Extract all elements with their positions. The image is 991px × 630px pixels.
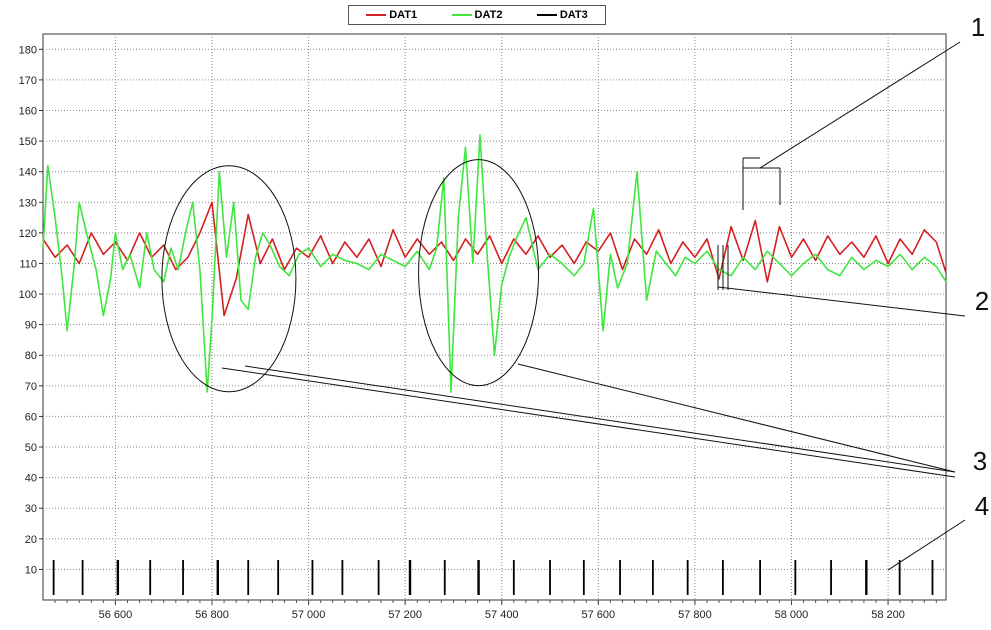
callout-label-4: 4 (975, 491, 989, 521)
y-tick-label: 130 (19, 197, 37, 209)
y-tick-label: 20 (25, 534, 37, 546)
x-tick-label: 58 200 (871, 609, 905, 621)
callout-line-2 (717, 286, 966, 317)
x-tick-label: 57 200 (388, 609, 422, 621)
x-tick-label: 58 000 (775, 609, 809, 621)
y-tick-label: 160 (19, 105, 37, 117)
callout-label-1: 1 (971, 12, 985, 42)
callout-line-1 (759, 41, 961, 169)
chart-legend: DAT1 DAT2 DAT3 (348, 5, 606, 25)
y-tick-label: 50 (25, 442, 37, 454)
y-tick-label: 180 (19, 44, 37, 56)
callout-label-3: 3 (973, 446, 987, 476)
annotation-ellipse-2 (418, 159, 540, 387)
x-tick-label: 57 000 (292, 609, 326, 621)
legend-item-dat3: DAT3 (536, 9, 588, 21)
plot-area (42, 33, 947, 601)
callout-line-3b (517, 363, 956, 473)
y-tick-label: 170 (19, 75, 37, 87)
y-tick-label: 110 (19, 258, 37, 270)
series-line-dat1 (42, 201, 947, 317)
y-tick-label: 10 (25, 564, 37, 576)
legend-label-dat2: DAT2 (474, 9, 503, 21)
callout-line-4 (887, 519, 966, 571)
y-tick-label: 40 (25, 473, 37, 485)
y-tick-label: 90 (25, 320, 37, 332)
y-tick-label: 60 (25, 411, 37, 423)
legend-swatch-dat1 (366, 14, 387, 16)
legend-swatch-dat2 (451, 14, 472, 16)
legend-swatch-dat3 (536, 14, 557, 16)
x-tick-label: 56 600 (99, 609, 133, 621)
callout-line-3c (221, 367, 956, 478)
y-tick-label: 140 (19, 167, 37, 179)
legend-label-dat3: DAT3 (559, 9, 588, 21)
legend-item-dat1: DAT1 (366, 9, 417, 21)
x-tick-label: 57 400 (485, 609, 519, 621)
y-tick-label: 30 (25, 503, 37, 515)
y-tick-label: 120 (19, 228, 37, 240)
y-tick-label: 150 (19, 136, 37, 148)
y-tick-label: 80 (25, 350, 37, 362)
callout-line-3a (244, 365, 956, 473)
y-tick-label: 70 (25, 381, 37, 393)
x-tick-label: 57 800 (678, 609, 712, 621)
y-tick-label: 100 (19, 289, 37, 301)
callout-label-2: 2 (975, 286, 989, 316)
annotation-mark-2 (717, 245, 729, 290)
x-tick-label: 57 600 (581, 609, 615, 621)
x-tick-label: 56 800 (195, 609, 229, 621)
legend-item-dat2: DAT2 (451, 9, 503, 21)
annotation-ellipse-1 (161, 165, 297, 393)
series-line-dat2 (42, 134, 947, 393)
legend-label-dat1: DAT1 (389, 9, 418, 21)
annotation-bracket-1 (742, 157, 781, 210)
